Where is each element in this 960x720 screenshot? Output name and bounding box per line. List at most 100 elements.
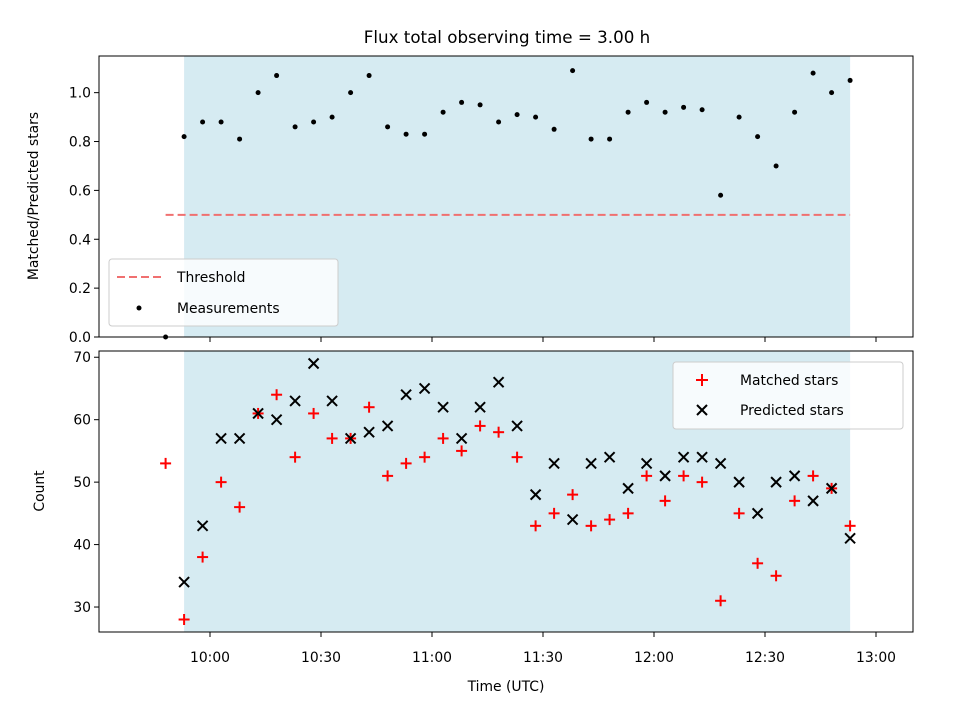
- predicted-stars-point: [511, 420, 523, 432]
- top-y-axis-label: Matched/Predicted stars: [26, 112, 42, 280]
- matched-stars-point: [844, 520, 856, 532]
- y-tick-label: 70: [73, 350, 91, 366]
- matched-stars-point: [215, 476, 227, 488]
- matched-stars-point: [474, 420, 486, 432]
- predicted-stars-point: [455, 432, 468, 445]
- measurement-point: [607, 136, 613, 142]
- y-tick-label: 0.4: [69, 232, 91, 248]
- predicted-stars-point: [770, 476, 782, 488]
- x-tick-label: 10:00: [190, 650, 230, 666]
- measurement-point: [847, 77, 853, 83]
- predicted-stars-point: [548, 457, 560, 470]
- matched-stars-point: [752, 557, 764, 569]
- matched-stars-point: [659, 495, 671, 507]
- predicted-stars-point: [622, 482, 634, 495]
- predicted-stars-point: [474, 401, 486, 413]
- bottom-legend: Matched stars Predicted stars: [672, 361, 904, 430]
- x-tick-label: 13:00: [856, 650, 896, 666]
- measurement-point: [274, 73, 280, 79]
- measurement-point: [218, 119, 224, 125]
- y-tick-label: 0.8: [69, 135, 91, 151]
- matched-stars-point: [437, 432, 449, 444]
- y-tick-label: 1.0: [69, 86, 91, 102]
- matched-stars-point: [271, 389, 283, 401]
- predicted-stars-point: [659, 470, 671, 482]
- x-tick-label: 11:30: [523, 650, 563, 666]
- matched-stars-point: [456, 445, 468, 457]
- measurement-point: [718, 192, 724, 198]
- predicted-stars-point: [585, 457, 597, 470]
- measurement-point: [755, 134, 761, 140]
- measurement-point: [625, 109, 631, 115]
- x-tick-label: 11:00: [412, 650, 452, 666]
- legend-threshold-label: Threshold: [176, 270, 245, 286]
- predicted-stars-point: [603, 451, 616, 463]
- y-tick-label: 30: [73, 600, 91, 616]
- measurement-point: [829, 90, 835, 96]
- predicted-stars-point: [307, 357, 320, 370]
- measurement-point: [533, 114, 539, 120]
- matched-stars-point: [604, 514, 616, 526]
- measurement-point: [255, 90, 261, 96]
- measurement-point: [366, 73, 372, 79]
- x-tick-label: 10:30: [301, 650, 341, 666]
- matched-stars-point: [197, 551, 209, 563]
- measurement-point: [588, 136, 594, 142]
- predicted-stars-point: [751, 507, 764, 520]
- matched-stars-point: [326, 432, 338, 444]
- measurement-point: [181, 134, 187, 140]
- predicted-stars-point: [566, 513, 579, 526]
- measurement-point: [681, 104, 687, 110]
- predicted-stars-point: [252, 407, 264, 420]
- matched-stars-point: [789, 495, 801, 507]
- predicted-stars-point: [825, 482, 838, 495]
- predicted-stars-point: [289, 395, 301, 407]
- predicted-stars-point: [215, 432, 227, 445]
- matched-stars-point: [585, 520, 597, 532]
- predicted-stars-point: [196, 520, 209, 532]
- predicted-stars-point: [807, 495, 819, 507]
- legend-predicted-swatch: [696, 404, 708, 416]
- matched-stars-point: [678, 470, 690, 482]
- y-tick-label: 40: [73, 538, 91, 554]
- predicted-stars-point: [233, 432, 246, 445]
- matched-stars-point: [567, 489, 579, 501]
- matched-stars-point: [382, 470, 394, 482]
- measurement-point: [459, 99, 465, 105]
- measurement-point: [237, 136, 243, 142]
- predicted-stars-point: [714, 457, 727, 470]
- matched-stars-point: [234, 501, 246, 513]
- measurement-point: [477, 102, 483, 108]
- matched-stars-point: [530, 520, 542, 532]
- matched-stars-point: [289, 451, 301, 463]
- measurement-point: [385, 124, 391, 130]
- matched-stars-point: [807, 470, 819, 482]
- measurement-point: [348, 90, 354, 96]
- predicted-stars-point: [418, 382, 431, 395]
- measurement-point: [514, 112, 520, 118]
- predicted-stars-point: [640, 457, 653, 470]
- measurement-point: [810, 70, 816, 76]
- measurement-point: [440, 109, 446, 115]
- measurement-point: [292, 124, 298, 130]
- measurement-point: [311, 119, 317, 125]
- y-tick-label: 0.6: [69, 183, 91, 199]
- x-tick-label: 12:00: [634, 650, 674, 666]
- predicted-stars-point: [363, 426, 375, 438]
- predicted-stars-point: [492, 376, 505, 388]
- predicted-stars-point: [178, 576, 190, 588]
- matched-stars-point: [733, 507, 745, 519]
- measurement-point: [773, 163, 779, 169]
- bottom-axes-frame: [98, 350, 914, 633]
- chart-title: Flux total observing time = 3.00 h: [364, 27, 650, 47]
- measurement-point: [496, 119, 502, 125]
- measurement-point: [551, 126, 557, 132]
- y-tick-label: 0.0: [69, 330, 91, 346]
- legend-measurements-swatch: [136, 305, 142, 311]
- legend-matched-label: Matched stars: [740, 373, 838, 389]
- measurement-point: [329, 114, 335, 120]
- bottom-panel: 30 40 50 60 70 10:00 10:30 11:00 11:30 12:00 12:3…: [32, 350, 914, 695]
- predicted-stars-point: [344, 432, 357, 445]
- matched-stars-point: [696, 476, 708, 488]
- x-axis-label: Time (UTC): [467, 679, 545, 695]
